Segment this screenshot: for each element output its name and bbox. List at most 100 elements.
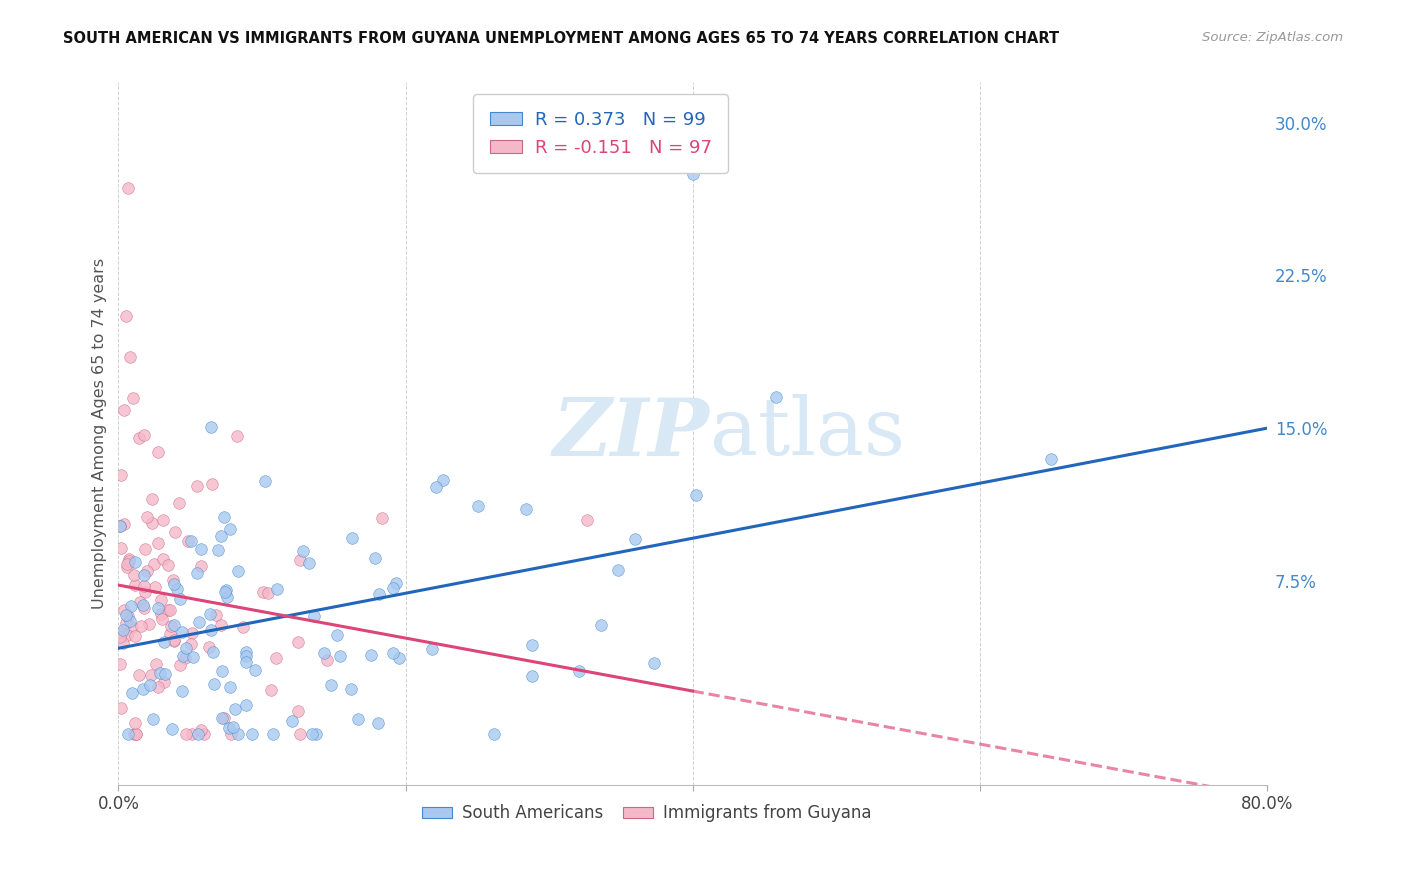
Point [205, 608, 228, 623]
Point [381, 646, 404, 660]
Point [287, 704, 309, 718]
Point [364, 551, 387, 566]
Point [682, 167, 704, 181]
Point [117, 181, 139, 195]
Point [193, 727, 215, 741]
Point [214, 583, 236, 598]
Point [114, 309, 136, 323]
Point [117, 727, 139, 741]
Point [163, 633, 186, 648]
Point [214, 509, 236, 524]
Point [121, 620, 143, 634]
Point [224, 702, 246, 716]
Point [118, 551, 141, 566]
Point [425, 480, 447, 494]
Point [120, 614, 142, 628]
Point [186, 479, 208, 493]
Point [371, 510, 394, 524]
Point [367, 716, 389, 731]
Point [136, 510, 159, 524]
Point [112, 402, 135, 417]
Point [146, 601, 169, 615]
Point [321, 678, 343, 692]
Point [235, 655, 257, 669]
Point [149, 593, 172, 607]
Point [260, 682, 283, 697]
Point [346, 712, 368, 726]
Point [240, 727, 263, 741]
Point [172, 648, 194, 663]
Text: atlas: atlas [710, 394, 905, 473]
Point [177, 534, 200, 549]
Point [138, 678, 160, 692]
Point [304, 608, 326, 623]
Point [211, 665, 233, 679]
Point [145, 657, 167, 671]
Point [110, 468, 132, 483]
Point [128, 432, 150, 446]
Point [607, 564, 630, 578]
Point [568, 665, 591, 679]
Point [281, 714, 304, 728]
Point [173, 651, 195, 665]
Point [198, 640, 221, 655]
Point [163, 633, 186, 648]
Point [174, 641, 197, 656]
Point [121, 391, 143, 405]
Point [120, 599, 142, 614]
Point [108, 657, 131, 672]
Point [219, 727, 242, 741]
Y-axis label: Unemployment Among Ages 65 to 74 years: Unemployment Among Ages 65 to 74 years [93, 258, 107, 609]
Point [134, 584, 156, 599]
Point [110, 700, 132, 714]
Point [146, 445, 169, 459]
Point [174, 727, 197, 741]
Point [163, 577, 186, 591]
Point [141, 516, 163, 531]
Point [132, 567, 155, 582]
Point [124, 727, 146, 741]
Point [232, 620, 254, 634]
Point [132, 601, 155, 615]
Point [253, 474, 276, 488]
Point [153, 675, 176, 690]
Point [134, 579, 156, 593]
Point [131, 598, 153, 612]
Point [290, 727, 312, 741]
Point [114, 608, 136, 623]
Point [111, 636, 134, 650]
Point [110, 541, 132, 556]
Point [115, 557, 138, 571]
Point [124, 577, 146, 591]
Point [134, 541, 156, 556]
Point [129, 619, 152, 633]
Point [157, 558, 180, 573]
Point [115, 627, 138, 641]
Point [266, 582, 288, 597]
Point [226, 564, 249, 578]
Point [326, 628, 349, 642]
Point [121, 685, 143, 699]
Point [235, 645, 257, 659]
Point [225, 429, 247, 443]
Point [162, 573, 184, 587]
Point [200, 607, 222, 622]
Point [186, 566, 208, 580]
Point [125, 727, 148, 741]
Point [152, 552, 174, 566]
Point [388, 651, 411, 665]
Point [209, 618, 232, 632]
Point [141, 491, 163, 506]
Point [340, 532, 363, 546]
Point [217, 591, 239, 605]
Point [360, 648, 382, 662]
Point [108, 630, 131, 644]
Point [170, 624, 193, 639]
Text: ZIP: ZIP [553, 394, 710, 472]
Point [183, 649, 205, 664]
Point [520, 638, 543, 652]
Point [190, 542, 212, 557]
Point [150, 612, 173, 626]
Point [235, 698, 257, 712]
Point [484, 727, 506, 741]
